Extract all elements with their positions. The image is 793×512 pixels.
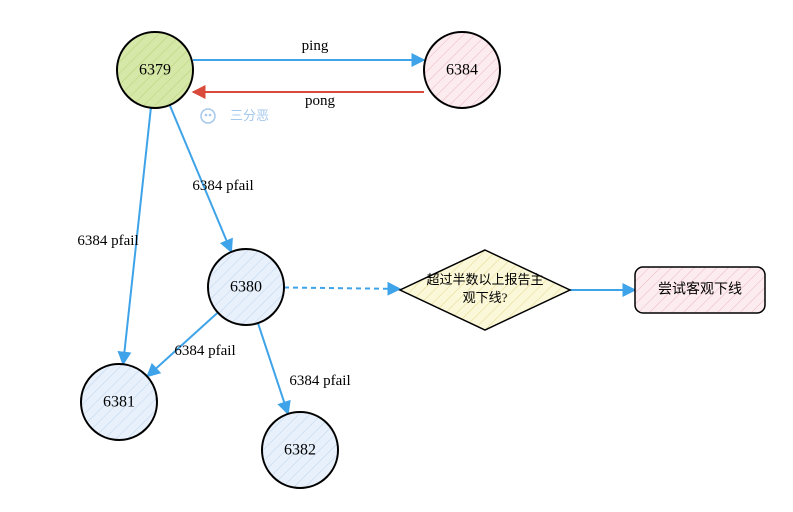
node-label: 6384 [446, 62, 478, 79]
node-n6382: 6382 [262, 412, 338, 488]
svg-text:观下线?: 观下线? [463, 290, 508, 305]
edge-label: pong [305, 93, 336, 109]
node-n6379: 6379 [117, 32, 193, 108]
svg-text:超过半数以上报告主: 超过半数以上报告主 [426, 272, 543, 287]
watermark-text: 三分恶 [230, 108, 269, 123]
node-diamond: 超过半数以上报告主观下线? [400, 250, 570, 330]
edge-label: 6384 pfail [77, 233, 138, 249]
node-label: 6379 [139, 62, 171, 79]
node-n6384: 6384 [424, 32, 500, 108]
edge-label: ping [302, 38, 329, 54]
node-label: 6382 [284, 442, 316, 459]
edge-e-80-82 [258, 323, 288, 414]
edge-label: 6384 pfail [289, 373, 350, 389]
node-label: 6381 [103, 394, 135, 411]
node-n6380: 6380 [208, 249, 284, 325]
edge-e-80-di [284, 287, 400, 288]
node-n6381: 6381 [81, 364, 157, 440]
svg-text:尝试客观下线: 尝试客观下线 [658, 281, 742, 298]
node-label: 6380 [230, 279, 262, 296]
edge-label: 6384 pfail [192, 178, 253, 194]
node-box: 尝试客观下线 [635, 267, 765, 313]
diagram-canvas: ping pong 6384 pfail 6384 pfail 6384 pfail 63… [0, 0, 793, 512]
edge-label: 6384 pfail [174, 343, 235, 359]
watermark: 三分恶 [201, 108, 269, 123]
